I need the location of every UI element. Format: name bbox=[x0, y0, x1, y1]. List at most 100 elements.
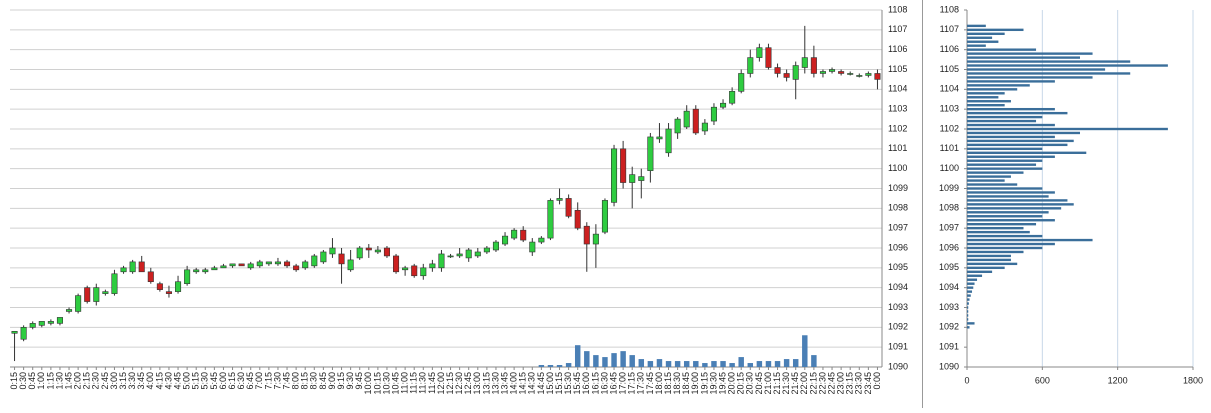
volume-bar bbox=[602, 357, 608, 367]
profile-bar bbox=[967, 183, 1018, 186]
y-tick-label: 1091 bbox=[888, 342, 908, 352]
volume-bar bbox=[538, 365, 545, 367]
candle-body bbox=[402, 267, 409, 271]
profile-bar bbox=[967, 111, 1068, 115]
profile-bar bbox=[967, 44, 986, 47]
candle-body bbox=[747, 57, 754, 74]
x-tick-label: 11:00 bbox=[400, 372, 410, 394]
candle-body bbox=[329, 247, 336, 255]
profile-bar bbox=[967, 155, 1055, 158]
profile-bar bbox=[967, 254, 1011, 258]
x-tick-label: 3:30 bbox=[127, 372, 137, 390]
x-tick-label: 15:30 bbox=[563, 372, 573, 395]
x-tick-label: 6:45 bbox=[245, 372, 255, 390]
volume-bar bbox=[747, 363, 754, 367]
y-tick-label: 1097 bbox=[888, 223, 908, 233]
y-tick-label: 1105 bbox=[940, 64, 959, 74]
profile-bar bbox=[967, 274, 983, 277]
x-tick-label: 4:45 bbox=[172, 372, 182, 390]
profile-bar bbox=[967, 191, 1055, 194]
x-tick-label: 15:15 bbox=[554, 372, 564, 395]
x-tick-label: 5:00 bbox=[182, 372, 192, 390]
profile-bar bbox=[967, 322, 975, 325]
candle-body bbox=[293, 265, 300, 271]
profile-bar bbox=[967, 40, 999, 43]
x-tick-label: 8:15 bbox=[300, 372, 310, 390]
x-tick-label: 6:30 bbox=[236, 372, 246, 390]
candle-body bbox=[765, 47, 772, 68]
volume-bar bbox=[556, 365, 563, 367]
profile-bar bbox=[967, 302, 969, 305]
x-tick-label: 0:30 bbox=[18, 372, 28, 390]
x-tick-label: 20:30 bbox=[745, 372, 755, 395]
candle-body bbox=[756, 47, 763, 58]
candle-body bbox=[611, 148, 618, 203]
x-tick-label: 7:45 bbox=[281, 372, 291, 390]
x-tick-label: 14:15 bbox=[518, 372, 528, 395]
x-tick-label: 16:30 bbox=[599, 372, 609, 395]
x-tick-label: 8:00 bbox=[291, 372, 301, 390]
x-tick-label: 13:15 bbox=[481, 372, 491, 395]
volume-bar bbox=[702, 363, 708, 367]
x-tick-label: 22:30 bbox=[817, 372, 827, 395]
x-tick-label: 1800 bbox=[1183, 375, 1203, 385]
volume-bar bbox=[720, 361, 726, 367]
candle-body bbox=[365, 247, 372, 251]
x-tick-label: 18:00 bbox=[654, 372, 664, 395]
candle-body bbox=[429, 263, 436, 269]
profile-bar bbox=[967, 262, 1018, 266]
profile-bar bbox=[967, 32, 1005, 35]
x-tick-label: 12:45 bbox=[463, 372, 473, 395]
profile-bar bbox=[967, 28, 1024, 32]
candle-body bbox=[629, 174, 636, 183]
x-tick-label: 1200 bbox=[1108, 375, 1128, 385]
profile-bar bbox=[967, 48, 1037, 51]
x-tick-label: 15:45 bbox=[572, 372, 582, 395]
profile-bar bbox=[967, 203, 1074, 206]
candle-body bbox=[411, 265, 418, 277]
profile-bar bbox=[967, 226, 1024, 230]
profile-bar bbox=[967, 167, 1043, 170]
volume-bar bbox=[665, 361, 672, 367]
y-tick-label: 1097 bbox=[939, 223, 959, 233]
profile-bar bbox=[967, 104, 1005, 107]
y-tick-label: 1090 bbox=[888, 361, 908, 371]
x-tick-label: 2:30 bbox=[91, 372, 101, 390]
profile-bar bbox=[967, 36, 993, 39]
x-tick-label: 22:15 bbox=[808, 372, 818, 395]
x-tick-label: 12:30 bbox=[454, 372, 464, 395]
volume-bar bbox=[574, 345, 581, 367]
candle-body bbox=[256, 261, 263, 267]
profile-bar bbox=[967, 60, 1131, 63]
x-tick-label: 23:45 bbox=[863, 372, 873, 395]
volume-bar bbox=[811, 355, 817, 367]
x-tick-label: 4:00 bbox=[145, 372, 155, 390]
candle-body bbox=[565, 198, 572, 217]
candle-body bbox=[456, 253, 463, 257]
candle-body bbox=[620, 148, 627, 183]
candle-body bbox=[84, 287, 91, 302]
profile-bar bbox=[967, 250, 1024, 254]
candle-body bbox=[265, 261, 272, 265]
candle-body bbox=[274, 261, 281, 265]
y-tick-label: 1104 bbox=[888, 84, 907, 94]
y-tick-label: 1092 bbox=[888, 322, 908, 332]
x-tick-label: 22:45 bbox=[826, 372, 836, 395]
candle-body bbox=[374, 249, 381, 253]
candle-body bbox=[120, 267, 127, 273]
profile-bar bbox=[967, 234, 1043, 238]
x-tick-label: 13:30 bbox=[490, 372, 500, 395]
volume-bar bbox=[674, 361, 681, 367]
x-tick-label: 12:00 bbox=[436, 372, 446, 395]
profile-bar bbox=[967, 163, 1037, 166]
x-tick-label: 21:15 bbox=[772, 372, 782, 395]
volume-bar bbox=[683, 361, 690, 367]
profile-bar bbox=[967, 242, 1055, 246]
candle-body bbox=[56, 317, 63, 324]
y-tick-label: 1095 bbox=[939, 262, 959, 272]
x-tick-label: 20:15 bbox=[736, 372, 746, 395]
candle-body bbox=[856, 75, 863, 77]
candle-body bbox=[184, 269, 191, 285]
profile-bar bbox=[967, 223, 1037, 226]
x-tick-label: 9:00 bbox=[327, 372, 337, 390]
